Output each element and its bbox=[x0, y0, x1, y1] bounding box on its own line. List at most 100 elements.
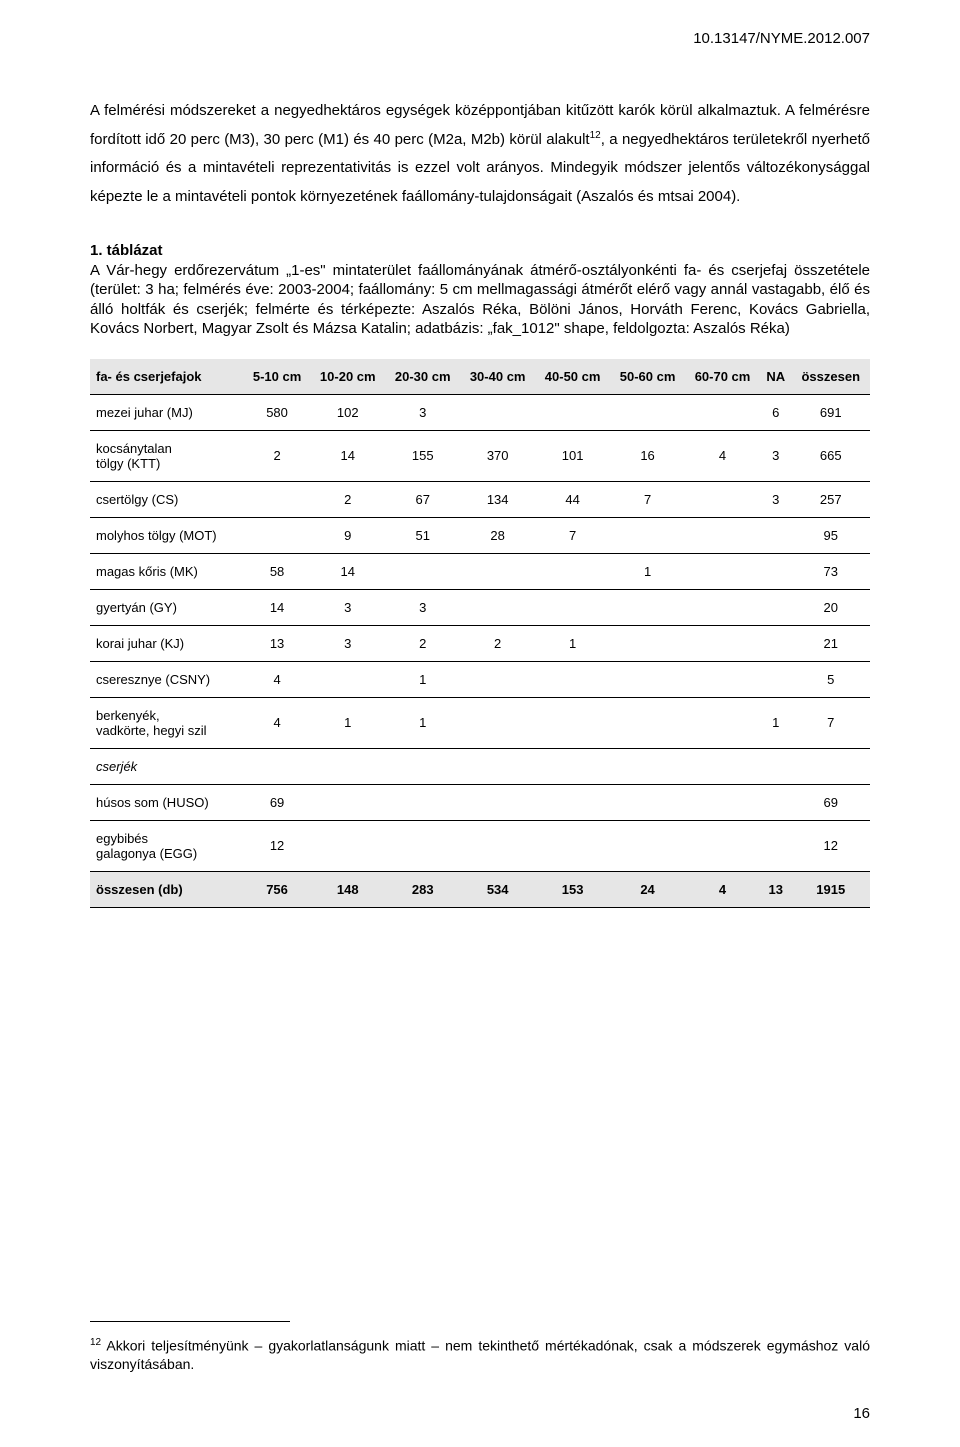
col-header: 30-40 cm bbox=[460, 359, 535, 395]
cell bbox=[310, 784, 385, 820]
col-header: összesen bbox=[792, 359, 870, 395]
cell: 6 bbox=[760, 394, 792, 430]
cell: 24 bbox=[610, 871, 685, 907]
cell: 1 bbox=[385, 697, 460, 748]
paragraph-1: A felmérési módszereket a negyedhektáros… bbox=[90, 97, 870, 211]
cell bbox=[610, 697, 685, 748]
cell: 1 bbox=[760, 697, 792, 748]
cell: 69 bbox=[792, 784, 870, 820]
table-row: gyertyán (GY)143320 bbox=[90, 589, 870, 625]
cell: 1 bbox=[610, 553, 685, 589]
cell bbox=[685, 661, 760, 697]
cell: 370 bbox=[460, 430, 535, 481]
cell: 1915 bbox=[792, 871, 870, 907]
cell: 3 bbox=[385, 394, 460, 430]
cell bbox=[244, 517, 310, 553]
cell bbox=[535, 661, 610, 697]
cell: 21 bbox=[792, 625, 870, 661]
table-row: kocsánytalantölgy (KTT)21415537010116436… bbox=[90, 430, 870, 481]
cell: 7 bbox=[792, 697, 870, 748]
cell: 20 bbox=[792, 589, 870, 625]
cell bbox=[685, 748, 760, 784]
cell: 580 bbox=[244, 394, 310, 430]
cell: 14 bbox=[310, 430, 385, 481]
table-row: mezei juhar (MJ)58010236691 bbox=[90, 394, 870, 430]
cell bbox=[385, 820, 460, 871]
cell: 4 bbox=[244, 661, 310, 697]
col-header: 60-70 cm bbox=[685, 359, 760, 395]
cell: 4 bbox=[685, 871, 760, 907]
col-header: fa- és cserjefajok bbox=[90, 359, 244, 395]
cell bbox=[685, 820, 760, 871]
cell bbox=[685, 517, 760, 553]
cell bbox=[792, 748, 870, 784]
cell bbox=[310, 661, 385, 697]
row-label: korai juhar (KJ) bbox=[90, 625, 244, 661]
table-row: húsos som (HUSO)6969 bbox=[90, 784, 870, 820]
cell bbox=[760, 517, 792, 553]
cell: 148 bbox=[310, 871, 385, 907]
cell bbox=[535, 394, 610, 430]
footnote: 12 Akkori teljesítményünk – gyakorlatlan… bbox=[90, 1336, 870, 1373]
cell: 58 bbox=[244, 553, 310, 589]
cell bbox=[535, 589, 610, 625]
cell: 69 bbox=[244, 784, 310, 820]
cell: 9 bbox=[310, 517, 385, 553]
cell: 3 bbox=[310, 625, 385, 661]
row-label: magas kőris (MK) bbox=[90, 553, 244, 589]
cell: 16 bbox=[610, 430, 685, 481]
cell: 73 bbox=[792, 553, 870, 589]
cell bbox=[685, 553, 760, 589]
cell bbox=[685, 784, 760, 820]
cell bbox=[460, 394, 535, 430]
cell bbox=[685, 589, 760, 625]
cell: 5 bbox=[792, 661, 870, 697]
col-header: 20-30 cm bbox=[385, 359, 460, 395]
cell bbox=[610, 394, 685, 430]
table-row: berkenyék,vadkörte, hegyi szil41117 bbox=[90, 697, 870, 748]
table-caption: 1. táblázat A Vár-hegy erdőrezervátum „1… bbox=[90, 241, 870, 339]
row-label: cseresznye (CSNY) bbox=[90, 661, 244, 697]
cell bbox=[535, 820, 610, 871]
cell bbox=[685, 697, 760, 748]
table-caption-title: 1. táblázat bbox=[90, 242, 163, 259]
cell bbox=[460, 784, 535, 820]
col-header: 40-50 cm bbox=[535, 359, 610, 395]
cell bbox=[535, 748, 610, 784]
cell: 153 bbox=[535, 871, 610, 907]
cell bbox=[760, 589, 792, 625]
table-row: összesen (db)756148283534153244131915 bbox=[90, 871, 870, 907]
row-label: berkenyék,vadkörte, hegyi szil bbox=[90, 697, 244, 748]
cell: 155 bbox=[385, 430, 460, 481]
cell: 1 bbox=[535, 625, 610, 661]
cell bbox=[310, 748, 385, 784]
cell: 14 bbox=[310, 553, 385, 589]
col-header: NA bbox=[760, 359, 792, 395]
cell bbox=[610, 589, 685, 625]
row-label: csertölgy (CS) bbox=[90, 481, 244, 517]
row-label: összesen (db) bbox=[90, 871, 244, 907]
cell bbox=[535, 697, 610, 748]
cell: 665 bbox=[792, 430, 870, 481]
cell: 3 bbox=[310, 589, 385, 625]
cell bbox=[460, 589, 535, 625]
cell bbox=[760, 553, 792, 589]
cell: 14 bbox=[244, 589, 310, 625]
cell: 756 bbox=[244, 871, 310, 907]
cell: 44 bbox=[535, 481, 610, 517]
cell: 1 bbox=[310, 697, 385, 748]
cell bbox=[760, 661, 792, 697]
page: 10.13147/NYME.2012.007 A felmérési módsz… bbox=[0, 0, 960, 1447]
cell: 3 bbox=[760, 430, 792, 481]
row-label: húsos som (HUSO) bbox=[90, 784, 244, 820]
cell bbox=[310, 820, 385, 871]
row-label: kocsánytalantölgy (KTT) bbox=[90, 430, 244, 481]
cell: 2 bbox=[244, 430, 310, 481]
footer-block: 12 Akkori teljesítményünk – gyakorlatlan… bbox=[90, 1321, 870, 1387]
cell: 13 bbox=[760, 871, 792, 907]
cell: 1 bbox=[385, 661, 460, 697]
cell bbox=[610, 748, 685, 784]
table-row: korai juhar (KJ)13322121 bbox=[90, 625, 870, 661]
cell: 3 bbox=[385, 589, 460, 625]
cell: 257 bbox=[792, 481, 870, 517]
